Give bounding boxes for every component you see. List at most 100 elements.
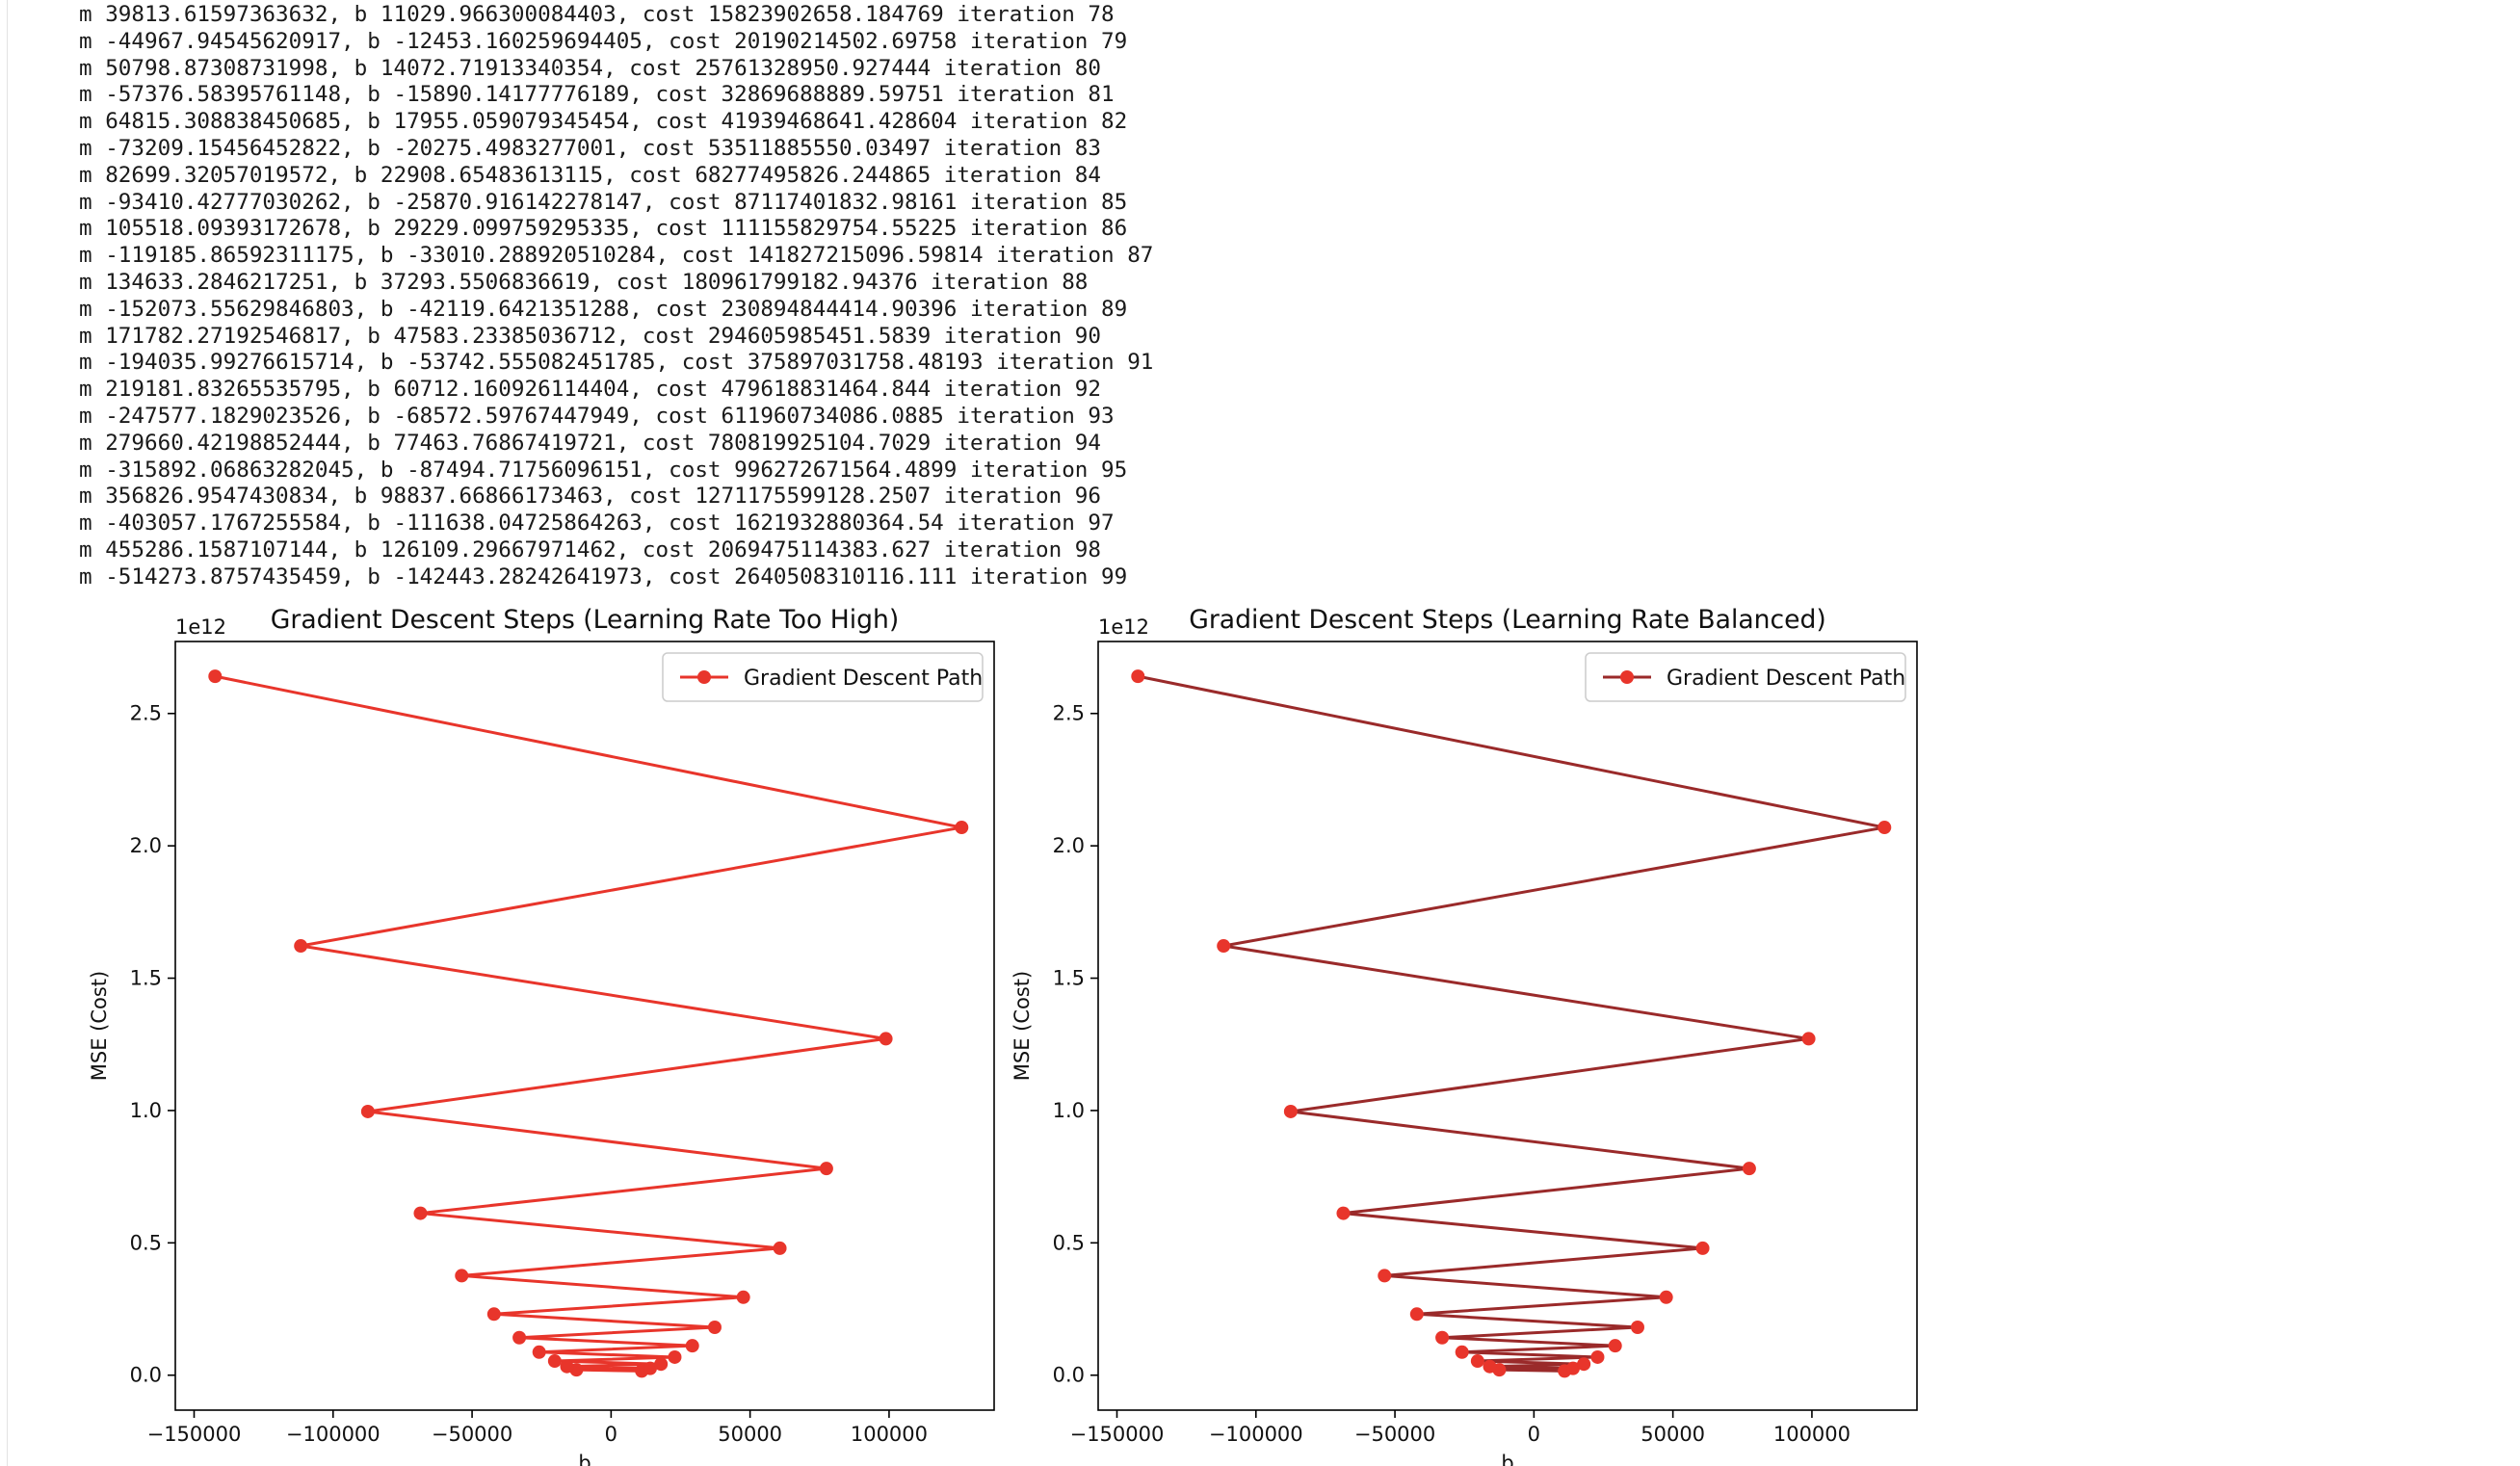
y-tick-label: 1.0 xyxy=(1053,1099,1085,1122)
log-line: m -73209.15456452822, b -20275.498327700… xyxy=(79,135,1102,161)
log-line: m -93410.42777030262, b -25870.916142278… xyxy=(79,189,1128,215)
x-tick-label: 50000 xyxy=(718,1423,782,1446)
log-line: m 105518.09393172678, b 29229.0997592953… xyxy=(79,216,1128,242)
x-tick-label: 50000 xyxy=(1641,1423,1705,1446)
x-axis-label: b xyxy=(578,1452,591,1466)
chart-title: Gradient Descent Steps (Learning Rate To… xyxy=(271,605,899,635)
data-point xyxy=(1659,1290,1673,1304)
log-line: m 134633.2846217251, b 37293.5506836619,… xyxy=(79,269,1089,295)
series-line xyxy=(214,674,963,1373)
data-point xyxy=(512,1330,527,1345)
log-line: m 39813.61597363632, b 11029.96630008440… xyxy=(79,2,1115,27)
log-line: m -514273.8757435459, b -142443.28242641… xyxy=(79,563,1128,589)
y-tick-label: 2.0 xyxy=(130,834,162,857)
data-point xyxy=(1455,1345,1469,1359)
y-tick-label: 0.5 xyxy=(130,1231,162,1254)
y-axis-label: MSE (Cost) xyxy=(1011,971,1034,1081)
y-tick-label: 1.5 xyxy=(130,967,162,990)
data-point xyxy=(1435,1330,1450,1345)
y-tick-label: 1.0 xyxy=(130,1099,162,1122)
data-point xyxy=(1630,1321,1644,1335)
data-point xyxy=(773,1241,787,1255)
data-point xyxy=(360,1104,375,1118)
y-tick-label: 0.5 xyxy=(1053,1231,1085,1254)
legend-marker xyxy=(697,670,711,684)
data-point xyxy=(668,1349,682,1364)
data-point xyxy=(1470,1354,1484,1369)
data-point xyxy=(1742,1162,1756,1176)
log-line: m 455286.1587107144, b 126109.2966797146… xyxy=(79,537,1102,563)
y-tick-label: 2.0 xyxy=(1053,834,1085,857)
data-point xyxy=(707,1321,722,1335)
log-line: m 50798.87308731998, b 14072.71913340354… xyxy=(79,55,1102,81)
x-tick-label: −150000 xyxy=(1070,1423,1165,1446)
y-tick-label: 2.5 xyxy=(1053,702,1085,725)
log-line: m -119185.86592311175, b -33010.28892051… xyxy=(79,243,1154,269)
log-line: m -194035.99276615714, b -53742.55508245… xyxy=(79,350,1154,376)
data-point xyxy=(736,1290,750,1304)
log-line: m -152073.55629846803, b -42119.64213512… xyxy=(79,296,1128,322)
data-point xyxy=(1565,1361,1580,1375)
log-line: m 356826.9547430834, b 98837.66866173463… xyxy=(79,484,1102,510)
legend-box xyxy=(662,652,984,702)
data-point xyxy=(1608,1339,1622,1353)
data-point xyxy=(294,939,308,954)
data-point xyxy=(1217,939,1231,954)
log-line: m 171782.27192546817, b 47583.2338503671… xyxy=(79,323,1102,349)
data-point xyxy=(1801,1032,1816,1046)
axis-offset-text: 1e12 xyxy=(175,615,226,639)
x-tick-label: −50000 xyxy=(1354,1423,1435,1446)
log-line: m 219181.83265535795, b 60712.1609261144… xyxy=(79,377,1102,403)
y-tick-label: 0.0 xyxy=(130,1364,162,1387)
x-tick-label: 0 xyxy=(1528,1423,1540,1446)
data-point xyxy=(486,1307,501,1322)
legend: Gradient Descent Path xyxy=(1585,652,1906,702)
data-point xyxy=(1336,1206,1351,1220)
log-line: m -44967.94545620917, b -12453.160259694… xyxy=(79,28,1128,54)
cell-left-border xyxy=(7,0,8,1466)
data-point xyxy=(1409,1307,1424,1322)
log-line: m 279660.42198852444, b 77463.7686741972… xyxy=(79,430,1102,456)
data-point xyxy=(1577,1357,1591,1372)
data-point xyxy=(879,1032,893,1046)
chart-title: Gradient Descent Steps (Learning Rate Ba… xyxy=(1189,605,1826,635)
legend: Gradient Descent Path xyxy=(662,652,984,702)
data-point xyxy=(1283,1104,1298,1118)
y-tick-label: 0.0 xyxy=(1053,1364,1085,1387)
log-line: m 82699.32057019572, b 22908.65483613115… xyxy=(79,162,1102,188)
x-axis-label: b xyxy=(1501,1452,1513,1466)
data-point xyxy=(560,1359,574,1374)
y-tick-label: 2.5 xyxy=(130,702,162,725)
plot-frame xyxy=(1097,641,1918,1411)
legend-label: Gradient Descent Path xyxy=(1667,667,1905,691)
data-point xyxy=(1695,1241,1710,1255)
legend-label: Gradient Descent Path xyxy=(744,667,983,691)
output-log: m 39813.61597363632, b 11029.96630008440… xyxy=(79,2,1153,591)
x-tick-label: 100000 xyxy=(1773,1423,1851,1446)
x-tick-label: −50000 xyxy=(432,1423,512,1446)
x-tick-label: −100000 xyxy=(1209,1423,1303,1446)
data-point xyxy=(1590,1349,1605,1364)
log-line: m -403057.1767255584, b -111638.04725864… xyxy=(79,510,1115,537)
y-axis-label: MSE (Cost) xyxy=(88,971,111,1081)
log-line: m 64815.308838450685, b 17955.0590793454… xyxy=(79,109,1128,135)
data-point xyxy=(455,1269,469,1283)
log-line: m -247577.1829023526, b -68572.597674479… xyxy=(79,403,1115,429)
x-tick-label: −150000 xyxy=(147,1423,242,1446)
legend-box xyxy=(1585,652,1906,702)
data-point xyxy=(532,1345,546,1359)
x-tick-label: 0 xyxy=(605,1423,617,1446)
data-point xyxy=(547,1354,562,1369)
plot-frame xyxy=(174,641,995,1411)
log-line: m -57376.58395761148, b -15890.141777761… xyxy=(79,82,1115,108)
data-point xyxy=(1877,821,1892,835)
data-point xyxy=(208,669,223,684)
series-line xyxy=(1137,674,1886,1373)
axis-offset-text: 1e12 xyxy=(1098,615,1149,639)
log-line: m -315892.06863282045, b -87494.71756096… xyxy=(79,457,1128,483)
data-point xyxy=(1378,1269,1392,1283)
y-tick-label: 1.5 xyxy=(1053,967,1085,990)
data-point xyxy=(1131,669,1145,684)
data-point xyxy=(643,1361,657,1375)
